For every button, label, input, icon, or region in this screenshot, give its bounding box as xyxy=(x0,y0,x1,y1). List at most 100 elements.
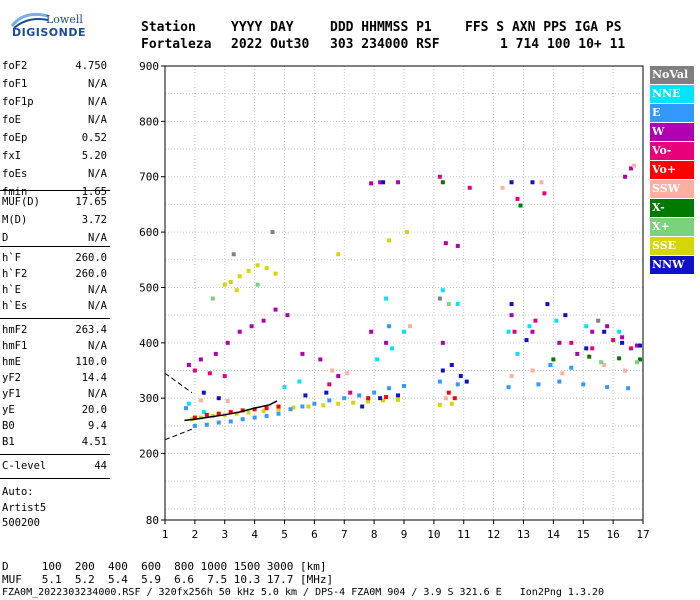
param-label: fmin xyxy=(2,186,28,198)
param-label: hmF2 xyxy=(2,324,28,336)
data-point-x xyxy=(255,282,260,287)
data-point-e xyxy=(569,365,574,370)
data-point-vo xyxy=(264,406,269,411)
param-row: foE N/A xyxy=(2,114,107,132)
param-value: N/A xyxy=(88,388,107,400)
param-value: 260.0 xyxy=(75,268,107,280)
x-tick-label: 10 xyxy=(427,528,440,541)
data-point-x xyxy=(638,357,643,362)
param-label: foF1 xyxy=(2,78,28,90)
legend-item-nne: NNE xyxy=(650,85,694,103)
data-point-nnw xyxy=(545,302,550,307)
data-point-nnw xyxy=(584,346,589,351)
param-label: yF2 xyxy=(2,372,21,384)
param-row: hmF1 N/A xyxy=(2,340,107,358)
header-label-ddd: DDD HHMMSS P1 xyxy=(330,20,432,35)
param-label: B0 xyxy=(2,420,15,432)
data-point-nnw xyxy=(378,396,383,401)
data-point-vo xyxy=(533,318,538,323)
data-point-w xyxy=(605,324,610,329)
data-point-w xyxy=(198,357,203,362)
data-point-e xyxy=(204,422,209,427)
data-point-sse xyxy=(387,238,392,243)
data-point-nne xyxy=(375,357,380,362)
data-point-sse xyxy=(234,288,239,293)
data-point-nnw xyxy=(440,368,445,373)
header-value-ddd: 303 234000 RSF xyxy=(330,37,440,52)
param-value: 4.750 xyxy=(75,60,107,72)
param-value: 20.0 xyxy=(81,404,107,416)
data-point-e xyxy=(183,406,188,411)
param-value: N/A xyxy=(88,232,107,244)
data-point-x xyxy=(617,356,622,361)
data-point-nne xyxy=(201,410,206,415)
param-value: 4.51 xyxy=(81,436,107,448)
data-point-nnw xyxy=(620,340,625,345)
data-point-ssw xyxy=(602,362,607,367)
data-point-sse xyxy=(261,408,266,413)
logo-swoosh-icon xyxy=(10,12,49,29)
param-label: foF2 xyxy=(2,60,28,72)
data-point-sse xyxy=(351,400,356,405)
data-point-x xyxy=(518,203,523,208)
data-point-vo xyxy=(327,382,332,387)
data-point-nnw xyxy=(530,180,535,185)
param-label: hmF1 xyxy=(2,340,28,352)
data-point-vo xyxy=(207,371,212,376)
x-tick-label: 13 xyxy=(517,528,530,541)
data-point-w xyxy=(369,329,374,334)
data-point-nnw xyxy=(201,390,206,395)
data-point-ssw xyxy=(443,396,448,401)
data-point-e xyxy=(626,386,631,391)
data-point-e xyxy=(240,417,245,422)
param-row: foEp 0.52 xyxy=(2,132,107,150)
data-point-nne xyxy=(390,346,395,351)
data-point-ssw xyxy=(623,368,628,373)
data-point-w xyxy=(575,351,580,356)
param-value: N/A xyxy=(88,340,107,352)
divider xyxy=(0,318,110,319)
data-point-vo xyxy=(446,390,451,395)
data-point-ssw xyxy=(560,371,565,376)
x-tick-label: 8 xyxy=(371,528,378,541)
data-point-w xyxy=(273,307,278,312)
data-point-x xyxy=(446,302,451,307)
data-point-e xyxy=(342,396,347,401)
data-point-ssw xyxy=(345,371,350,376)
param-row: fxI 5.20 xyxy=(2,150,107,168)
header-value-station: Fortaleza xyxy=(141,37,212,52)
data-point-nne xyxy=(527,324,532,329)
data-point-noval xyxy=(437,296,442,301)
data-point-e xyxy=(581,382,586,387)
data-point-e xyxy=(402,384,406,389)
data-point-w xyxy=(384,340,389,345)
data-point-e xyxy=(372,390,377,395)
data-point-nnw xyxy=(324,390,329,395)
data-point-sse xyxy=(437,402,442,407)
data-point-nne xyxy=(440,288,445,293)
data-point-x xyxy=(210,296,215,301)
data-point-ssw xyxy=(632,163,637,168)
data-point-vo xyxy=(192,415,197,420)
param-value: 260.0 xyxy=(75,252,107,264)
autoscaling-line: 500200 xyxy=(2,517,40,529)
data-point-nnw xyxy=(360,404,365,409)
data-point-sse xyxy=(396,397,401,402)
data-point-x xyxy=(440,180,445,185)
data-point-e xyxy=(605,385,610,390)
data-point-w xyxy=(396,180,401,185)
data-point-e xyxy=(387,324,392,329)
data-point-w xyxy=(186,362,191,367)
data-point-w xyxy=(635,343,640,348)
param-row: yF2 14.4 xyxy=(2,372,107,390)
data-point-nnw xyxy=(396,393,401,398)
data-point-sse xyxy=(264,266,269,271)
data-point-x xyxy=(587,354,592,359)
data-point-w xyxy=(318,357,323,362)
data-point-nnw xyxy=(381,180,386,185)
data-point-noval xyxy=(270,230,275,235)
data-point-nne xyxy=(186,401,191,406)
data-point-ssw xyxy=(500,185,505,190)
data-point-w xyxy=(440,340,445,345)
data-point-vo xyxy=(228,410,233,415)
